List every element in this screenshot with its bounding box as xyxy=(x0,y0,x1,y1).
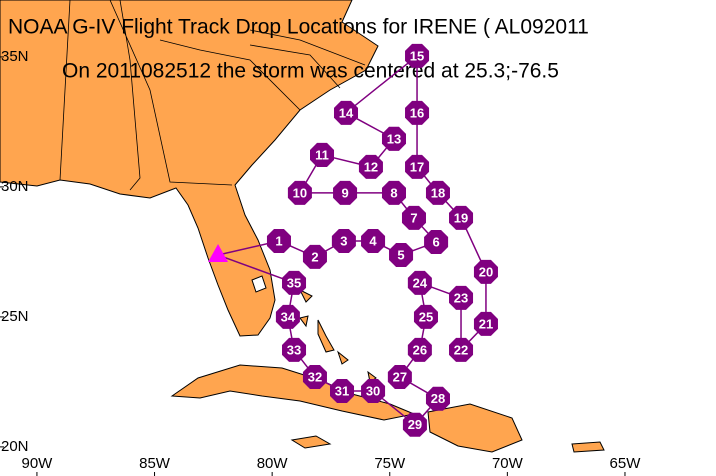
drop-label: 13 xyxy=(387,131,401,146)
north-america xyxy=(0,0,379,337)
x-tick-label: 75W xyxy=(374,455,406,472)
drop-label: 14 xyxy=(339,105,354,120)
x-tick-label: 80W xyxy=(257,455,289,472)
drop-marker xyxy=(425,180,450,205)
drop-marker xyxy=(473,259,498,284)
drop-label: 11 xyxy=(315,147,329,162)
chart-title: NOAA G-IV Flight Track Drop Locations fo… xyxy=(8,16,589,39)
drop-marker xyxy=(413,304,438,329)
drop-label: 21 xyxy=(479,316,493,331)
drop-marker xyxy=(381,126,406,151)
drop-marker xyxy=(333,180,358,205)
x-tick-label: 70W xyxy=(492,455,524,472)
drop-label: 10 xyxy=(293,185,307,200)
drop-marker xyxy=(449,285,474,310)
y-tick-label: 35N xyxy=(1,48,29,65)
x-tick-label: 90W xyxy=(22,455,54,472)
drop-marker xyxy=(266,228,291,254)
origin-marker xyxy=(208,244,229,263)
drop-marker xyxy=(389,243,414,268)
y-tick-label: 30N xyxy=(1,178,29,195)
drop-marker xyxy=(449,205,474,230)
drop-label: 15 xyxy=(410,48,424,63)
x-tick-label: 65W xyxy=(610,455,642,472)
jamaica xyxy=(290,435,332,449)
drop-label: 18 xyxy=(431,185,445,200)
x-tick-label: 85W xyxy=(139,455,171,472)
drop-label: 34 xyxy=(281,309,296,324)
drop-marker xyxy=(405,100,430,125)
drop-label: 9 xyxy=(341,185,348,200)
drop-label: 16 xyxy=(410,105,424,120)
drop-marker xyxy=(310,142,335,167)
y-tick-label: 25N xyxy=(1,308,29,325)
drop-marker xyxy=(275,304,300,329)
drop-label: 1 xyxy=(275,233,282,248)
drop-marker xyxy=(282,270,307,295)
drop-label: 31 xyxy=(335,383,349,398)
drop-marker xyxy=(287,180,312,205)
drop-label: 29 xyxy=(408,417,422,432)
drop-marker xyxy=(425,386,450,411)
drop-label: 4 xyxy=(369,233,377,248)
drop-label: 27 xyxy=(393,369,407,384)
drop-marker xyxy=(329,378,355,404)
drop-marker xyxy=(381,180,406,205)
drop-label: 17 xyxy=(410,159,424,174)
drop-label: 25 xyxy=(419,309,433,324)
lake-okeechobee xyxy=(251,275,267,293)
drop-marker xyxy=(361,378,386,404)
state-borders xyxy=(59,0,366,191)
drop-marker xyxy=(405,43,430,68)
drop-label: 28 xyxy=(431,391,445,406)
drop-label: 8 xyxy=(390,185,397,200)
drop-marker xyxy=(449,337,474,362)
drop-marker xyxy=(473,311,498,336)
drop-marker xyxy=(402,412,427,437)
drop-label: 2 xyxy=(311,249,318,264)
bahamas xyxy=(298,288,377,383)
drop-marker xyxy=(333,100,359,125)
drop-label: 26 xyxy=(413,342,427,357)
drop-label: 6 xyxy=(432,234,439,249)
drop-label: 35 xyxy=(287,275,301,290)
drop-label: 32 xyxy=(308,369,322,384)
drop-marker xyxy=(282,337,307,362)
drop-marker xyxy=(407,337,432,362)
drop-marker xyxy=(331,228,356,254)
drop-label: 22 xyxy=(454,342,468,357)
drop-label: 30 xyxy=(366,383,380,398)
hispaniola xyxy=(427,403,523,453)
drop-label: 19 xyxy=(454,210,468,225)
drop-marker xyxy=(424,230,449,255)
drop-marker xyxy=(358,154,383,179)
drop-marker xyxy=(302,364,327,389)
chart-subtitle: On 2011082512 the storm was centered at … xyxy=(62,60,559,83)
drop-label: 5 xyxy=(397,247,404,262)
drop-label: 12 xyxy=(364,159,378,174)
origin-leg xyxy=(217,254,295,284)
drop-marker xyxy=(302,244,327,269)
drop-label: 3 xyxy=(340,233,347,248)
drop-label: 24 xyxy=(413,275,428,290)
drop-marker xyxy=(387,364,412,389)
drop-marker xyxy=(405,154,430,179)
y-tick-label: 20N xyxy=(1,438,29,455)
drop-label: 7 xyxy=(410,210,417,225)
drop-marker xyxy=(401,205,426,230)
drop-marker xyxy=(407,270,432,295)
drop-label: 23 xyxy=(454,290,468,305)
puerto-rico xyxy=(571,441,605,453)
drop-marker xyxy=(361,228,386,254)
drop-label: 20 xyxy=(479,264,493,279)
drop-label: 33 xyxy=(287,342,301,357)
